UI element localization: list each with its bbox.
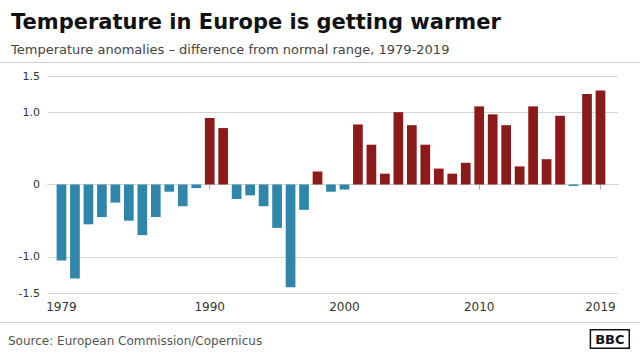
svg-text:2010: 2010 xyxy=(464,300,495,314)
svg-text:Temperature in Europe is getti: Temperature in Europe is getting warmer xyxy=(11,10,501,34)
svg-text:BBC: BBC xyxy=(595,332,624,347)
svg-text:0: 0 xyxy=(33,178,40,191)
svg-text:1.5: 1.5 xyxy=(23,70,41,83)
svg-text:2000: 2000 xyxy=(329,300,360,314)
svg-text:1990: 1990 xyxy=(194,300,225,314)
svg-text:1.0: 1.0 xyxy=(23,106,41,119)
svg-text:-1.5: -1.5 xyxy=(19,287,40,300)
svg-text:1979: 1979 xyxy=(46,300,77,314)
svg-text:2019: 2019 xyxy=(585,300,616,314)
svg-text:Source: European Commission/Co: Source: European Commission/Copernicus xyxy=(8,334,262,348)
svg-text:Temperature anomalies – differ: Temperature anomalies – difference from … xyxy=(10,42,449,57)
svg-text:-1.0: -1.0 xyxy=(19,250,40,263)
